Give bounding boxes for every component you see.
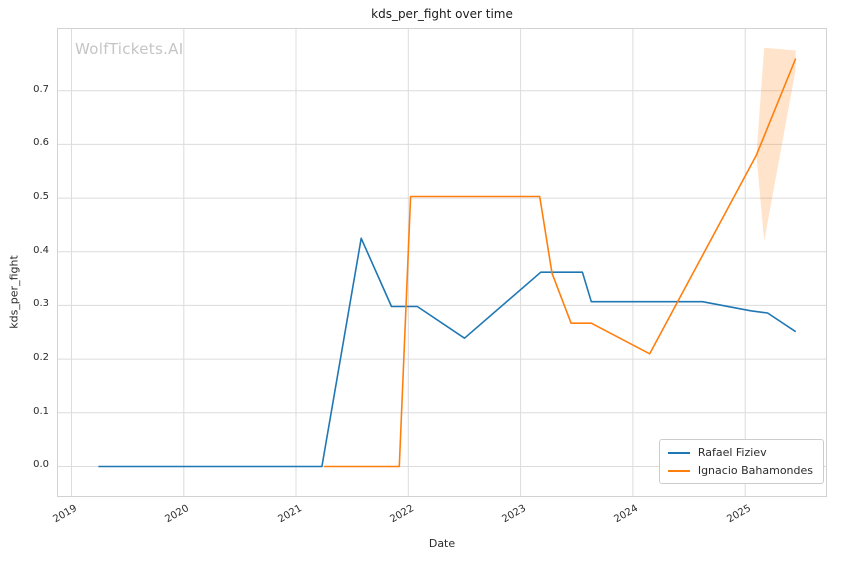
y-tick-label: 0.5 — [33, 191, 49, 203]
y-tick-label: 0.0 — [33, 459, 49, 471]
y-tick-label: 0.7 — [33, 83, 49, 95]
x-tick-label: 2025 — [725, 503, 753, 526]
y-tick-label: 0.4 — [33, 244, 49, 256]
legend-label: Ignacio Bahamondes — [697, 464, 813, 477]
x-tick-label: 2021 — [276, 503, 304, 526]
legend-item-ignacio-bahamondes: Ignacio Bahamondes — [667, 464, 813, 477]
y-tick-label: 0.3 — [33, 298, 49, 310]
x-tick-label: 2024 — [612, 503, 641, 526]
y-tick-label: 0.1 — [33, 405, 49, 417]
chart-title: kds_per_fight over time — [371, 7, 513, 21]
series-line-rafael-fiziev — [98, 237, 797, 468]
x-tick-label: 2020 — [163, 503, 192, 526]
legend-item-rafael-fiziev: Rafael Fiziev — [667, 446, 813, 459]
y-tick-label: 0.6 — [33, 137, 49, 149]
confidence-band — [756, 47, 796, 241]
x-tick-label: 2023 — [500, 503, 529, 526]
legend-label: Rafael Fiziev — [697, 446, 767, 459]
watermark: WolfTickets.AI — [75, 40, 184, 58]
y-axis-label: kds_per_fight — [7, 255, 21, 329]
x-tick-label: 2022 — [388, 503, 416, 526]
series-line-ignacio-bahamondes — [324, 58, 797, 468]
legend: Rafael Fiziev Ignacio Bahamondes — [658, 439, 824, 484]
plot-area: WolfTickets.AI Rafael Fiziev Ignacio Baha… — [57, 28, 827, 497]
legend-line-swatch — [667, 451, 690, 454]
x-axis-label: Date — [428, 537, 456, 550]
x-tick-label: 2019 — [51, 503, 79, 526]
legend-line-swatch — [667, 469, 690, 472]
y-tick-label: 0.2 — [33, 352, 49, 364]
plot-canvas — [58, 29, 826, 496]
